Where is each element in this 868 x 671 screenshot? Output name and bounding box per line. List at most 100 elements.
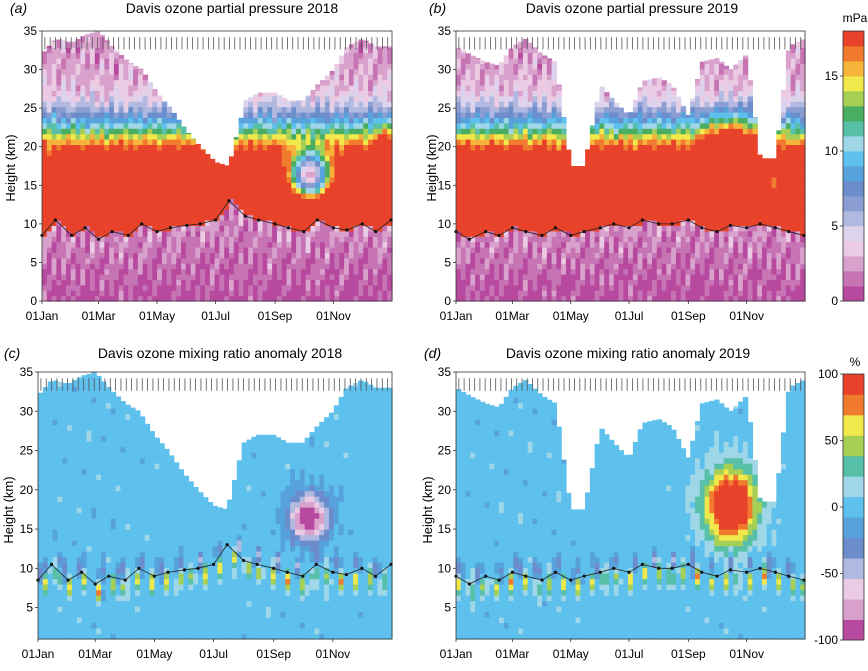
heatmap-cell	[133, 122, 139, 129]
heatmap-cell	[104, 182, 110, 189]
heatmap-cell	[104, 220, 110, 226]
heatmap-cell	[267, 290, 273, 297]
heatmap-cell	[565, 171, 572, 178]
heatmap-cell	[565, 274, 572, 280]
heatmap-cell	[310, 241, 316, 248]
heatmap-cell	[348, 230, 355, 237]
heatmap-cell	[628, 144, 634, 151]
heatmap-cell	[142, 85, 149, 91]
heatmap-cell	[61, 279, 67, 286]
heatmap-cell	[65, 106, 72, 113]
heatmap-cell	[608, 106, 615, 113]
heatmap-cell	[324, 171, 331, 178]
heatmap-cell	[470, 295, 476, 302]
heatmap-cell	[161, 295, 168, 302]
heatmap-cell	[142, 133, 149, 140]
heatmap-cell	[133, 193, 139, 199]
heatmap-cell	[334, 171, 340, 178]
heatmap-cell	[291, 176, 297, 183]
heatmap-cell	[475, 295, 481, 302]
heatmap-cell	[176, 247, 182, 253]
heatmap-cell	[257, 247, 264, 253]
heatmap-cell	[291, 149, 297, 156]
heatmap-cell	[661, 220, 667, 226]
heatmap-cell	[109, 45, 115, 48]
heatmap-cell	[56, 166, 62, 172]
heatmap-cell	[248, 149, 254, 156]
heatmap-cell	[368, 263, 374, 270]
heatmap-cell	[358, 263, 364, 270]
heatmap-cell	[56, 274, 62, 280]
heatmap-cell	[377, 106, 384, 113]
heatmap-cell	[99, 295, 105, 302]
heatmap-cell	[348, 133, 355, 140]
heatmap-cell	[262, 252, 268, 259]
heatmap-cell	[604, 220, 610, 226]
heatmap-cell	[205, 274, 211, 280]
heatmap-cell	[475, 176, 481, 183]
heatmap-cell	[80, 295, 86, 302]
heatmap-cell	[118, 144, 125, 151]
heatmap-cell	[599, 198, 605, 205]
heatmap-cell	[484, 225, 491, 232]
heatmap-cell	[315, 101, 321, 108]
heatmap-cell	[465, 220, 471, 226]
heatmap-cell	[70, 133, 77, 140]
heatmap-cell	[161, 252, 168, 259]
heatmap-cell	[113, 236, 120, 243]
heatmap-cell	[339, 257, 345, 264]
heatmap-cell	[551, 182, 557, 189]
heatmap-cell	[387, 106, 393, 113]
heatmap-cell	[460, 274, 467, 280]
heatmap-cell	[137, 112, 144, 118]
heatmap-cell	[89, 122, 96, 129]
heatmap-cell	[42, 106, 48, 113]
heatmap-cell	[300, 166, 307, 172]
heatmap-cell	[200, 160, 206, 167]
heatmap-cell	[599, 90, 605, 97]
heatmap-cell	[513, 236, 519, 243]
heatmap-cell	[666, 214, 672, 221]
heatmap-cell	[546, 257, 553, 264]
heatmap-cell	[513, 198, 519, 205]
heatmap-cell	[334, 295, 340, 302]
heatmap-cell	[195, 295, 201, 302]
heatmap-cell	[561, 117, 567, 118]
heatmap-cell	[166, 182, 173, 189]
heatmap-cell	[171, 284, 177, 291]
heatmap-cell	[368, 209, 374, 216]
heatmap-cell	[546, 90, 553, 97]
heatmap-cell	[656, 85, 663, 91]
heatmap-cell	[257, 106, 264, 113]
heatmap-cell	[252, 230, 259, 237]
plot-frame	[41, 30, 393, 302]
heatmap-cell	[339, 274, 345, 280]
heatmap-cell	[51, 252, 57, 259]
heatmap-cell	[94, 284, 101, 291]
heatmap-cell	[118, 160, 125, 167]
heatmap-cell	[300, 220, 307, 226]
heatmap-cell	[56, 241, 62, 248]
heatmap-cell	[387, 263, 393, 270]
heatmap-cell	[185, 166, 192, 172]
heatmap-cell	[190, 295, 197, 302]
heatmap-cell	[85, 149, 91, 156]
heatmap-cell	[387, 95, 393, 102]
heatmap-cell	[276, 198, 283, 205]
heatmap-cell	[637, 122, 644, 129]
heatmap-cell	[291, 122, 297, 129]
heatmap-cell	[46, 171, 53, 178]
heatmap-cell	[479, 209, 486, 216]
heatmap-cell	[80, 284, 86, 291]
heatmap-cell	[489, 63, 495, 70]
heatmap-cell	[551, 112, 557, 118]
heatmap-cell	[377, 117, 384, 124]
heatmap-cell	[484, 236, 491, 243]
heatmap-cell	[228, 236, 235, 243]
heatmap-cell	[176, 160, 182, 167]
heatmap-cell	[460, 252, 467, 259]
heatmap-cell	[518, 198, 524, 205]
heatmap-cell	[589, 274, 596, 280]
heatmap-cell	[123, 241, 129, 248]
heatmap-cell	[200, 187, 206, 194]
